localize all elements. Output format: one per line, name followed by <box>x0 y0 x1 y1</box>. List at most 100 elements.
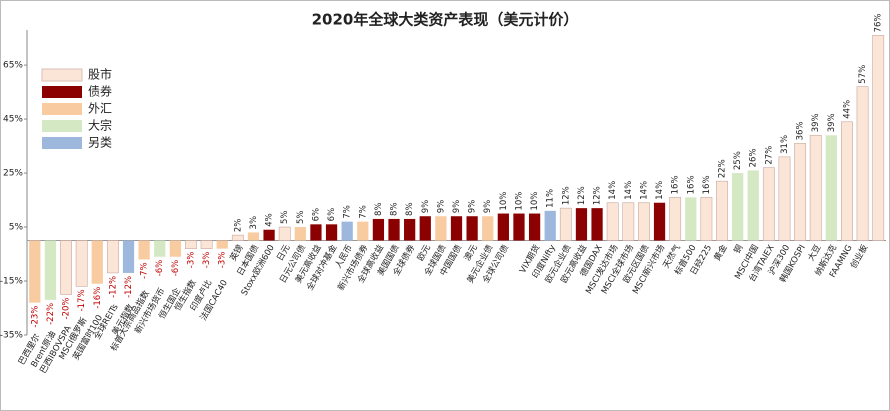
bar <box>856 86 869 241</box>
bar <box>216 240 228 249</box>
bar <box>794 143 807 241</box>
value-label: 10% <box>530 192 540 211</box>
bar <box>528 213 541 241</box>
value-label: -17% <box>77 289 87 311</box>
bar <box>591 208 603 241</box>
bar <box>575 208 588 241</box>
value-label: 14% <box>624 181 634 200</box>
bar <box>185 240 197 249</box>
value-label: -12% <box>124 276 134 298</box>
value-label: 76% <box>874 13 884 32</box>
value-label: 9% <box>468 200 478 214</box>
bar <box>637 202 650 241</box>
bar <box>419 216 431 241</box>
bar <box>653 202 666 241</box>
value-label: -6% <box>171 260 181 277</box>
bar <box>559 207 572 241</box>
value-label: 7% <box>358 205 368 219</box>
value-label: 11% <box>546 189 556 208</box>
value-label: 27% <box>764 146 774 165</box>
bar <box>778 156 791 241</box>
y-tick-label: -15% <box>0 277 23 287</box>
legend-label: 外汇 <box>88 102 112 116</box>
bar <box>685 197 697 241</box>
bar <box>404 218 416 241</box>
value-label: -20% <box>62 298 72 320</box>
chart-title: 2020年全球大类资产表现（美元计价） <box>312 11 579 29</box>
value-label: 16% <box>671 175 681 194</box>
value-label: 12% <box>577 186 587 205</box>
bar <box>263 229 275 241</box>
bar <box>732 173 744 241</box>
value-label: 36% <box>796 121 806 140</box>
y-tick-label: 65% <box>3 61 23 71</box>
bar <box>388 218 400 241</box>
value-label: 10% <box>499 192 509 211</box>
value-label: 5% <box>296 211 306 225</box>
value-label: 6% <box>311 208 321 222</box>
value-label: 57% <box>858 65 868 84</box>
y-tick-label: -35% <box>0 331 23 341</box>
value-label: -23% <box>30 306 40 328</box>
value-label: 14% <box>639 181 649 200</box>
bar <box>138 240 150 260</box>
value-label: 14% <box>608 181 618 200</box>
value-label: 9% <box>436 200 446 214</box>
value-label: 25% <box>733 151 743 170</box>
bar <box>435 216 447 241</box>
bar <box>357 221 369 241</box>
value-label: 9% <box>452 200 462 214</box>
bar <box>29 240 41 303</box>
bar <box>200 240 213 249</box>
value-label: 44% <box>842 100 852 119</box>
bar <box>841 121 853 241</box>
bar <box>700 197 713 241</box>
value-label: 16% <box>686 175 696 194</box>
bar <box>75 240 88 287</box>
bar <box>450 216 463 241</box>
value-label: 31% <box>780 135 790 154</box>
legend-swatch <box>42 86 82 98</box>
value-label: 3% <box>249 216 259 229</box>
value-label: 9% <box>421 200 431 214</box>
value-label: 26% <box>749 148 759 167</box>
bar <box>747 170 759 241</box>
bar <box>310 224 322 241</box>
bar <box>325 224 338 241</box>
bar <box>231 234 244 241</box>
bar <box>622 202 635 241</box>
value-label: 16% <box>702 175 712 194</box>
value-label: -3% <box>186 252 196 269</box>
bar <box>341 221 353 241</box>
value-label: -3% <box>202 252 212 269</box>
value-label: 4% <box>265 213 275 227</box>
legend-swatch <box>41 68 83 82</box>
bar <box>716 180 728 241</box>
value-label: 2% <box>233 219 243 233</box>
value-label: 6% <box>327 208 337 222</box>
value-label: -3% <box>218 252 228 269</box>
bar <box>606 202 619 241</box>
value-label: 12% <box>593 186 603 205</box>
legend-swatch <box>42 120 82 132</box>
value-label: 22% <box>718 159 728 178</box>
bar <box>169 240 181 257</box>
bar <box>466 216 478 241</box>
value-label: -12% <box>108 276 118 298</box>
legend-label: 大宗 <box>88 118 112 133</box>
value-label: -16% <box>93 287 103 309</box>
bar <box>669 197 682 241</box>
value-label: 39% <box>827 113 837 132</box>
legend-label: 股市 <box>88 67 112 82</box>
value-label: 7% <box>343 205 353 219</box>
value-label: 9% <box>483 200 493 214</box>
legend-swatch <box>42 137 82 149</box>
bar <box>544 210 556 241</box>
value-label: 39% <box>811 113 821 132</box>
value-label: 8% <box>405 202 415 216</box>
y-tick-label: 45% <box>3 115 23 125</box>
bar <box>294 227 306 241</box>
bar <box>44 240 57 300</box>
bar <box>809 134 822 241</box>
y-tick-label: 5% <box>9 223 24 233</box>
